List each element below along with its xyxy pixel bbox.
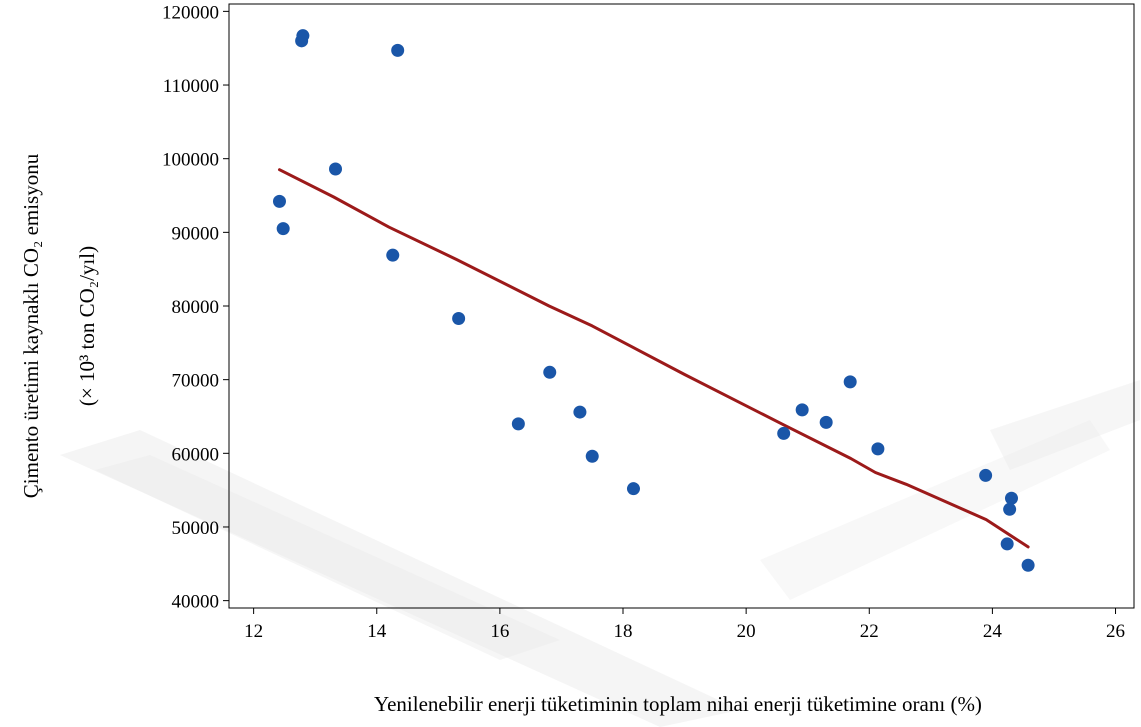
trend-line — [278, 168, 1030, 549]
y-tick-label: 90000 — [172, 223, 220, 244]
watermark-logo — [60, 380, 1140, 727]
data-points — [272, 29, 1035, 572]
data-point — [296, 29, 310, 43]
x-axis-ticks: 12 14 16 18 20 22 24 26 — [244, 608, 1125, 642]
data-point — [511, 417, 525, 431]
data-point — [391, 43, 405, 57]
trend-line-group — [278, 168, 1030, 549]
x-tick-label: 14 — [367, 621, 387, 642]
data-point — [843, 375, 857, 389]
y-tick-label: 110000 — [163, 76, 219, 97]
x-axis-title: Yenilenebilir enerji tüketiminin toplam … — [374, 692, 982, 716]
data-point — [795, 403, 809, 417]
data-point — [871, 442, 885, 456]
data-point — [573, 405, 587, 419]
y-axis-title-line1: Çimento üretimi kaynaklı CO₂ emisyonu — [19, 153, 43, 498]
data-point — [272, 194, 286, 208]
y-axis-title-line2: (× 10³ ton CO₂/yıl) — [75, 246, 99, 406]
x-tick-label: 16 — [490, 621, 509, 642]
data-point — [1004, 491, 1018, 505]
x-tick-label: 12 — [244, 621, 263, 642]
data-point — [386, 248, 400, 262]
y-tick-label: 100000 — [162, 150, 219, 171]
x-tick-label: 24 — [983, 621, 1003, 642]
data-point — [585, 449, 599, 463]
x-tick-label: 18 — [614, 621, 633, 642]
plot-frame — [228, 3, 1135, 609]
y-tick-label: 120000 — [162, 2, 219, 23]
data-point — [329, 162, 343, 176]
data-point — [1021, 558, 1035, 572]
data-point — [626, 482, 640, 496]
x-tick-label: 20 — [737, 621, 756, 642]
data-point — [1003, 502, 1017, 516]
y-tick-label: 60000 — [172, 444, 220, 465]
data-point — [543, 365, 557, 379]
y-tick-label: 50000 — [172, 518, 220, 539]
y-tick-label: 70000 — [172, 371, 220, 392]
data-point — [777, 426, 791, 440]
x-tick-label: 26 — [1106, 621, 1125, 642]
data-point — [452, 312, 466, 326]
y-tick-label: 80000 — [172, 297, 220, 318]
y-axis-ticks: 40000 50000 60000 70000 80000 90000 100000 1100… — [162, 2, 229, 613]
axes — [228, 3, 1135, 609]
x-tick-label: 22 — [860, 621, 879, 642]
data-point — [1000, 537, 1014, 551]
data-point — [276, 222, 290, 236]
data-point — [819, 415, 833, 429]
y-tick-label: 40000 — [172, 592, 220, 613]
data-point — [979, 468, 993, 482]
